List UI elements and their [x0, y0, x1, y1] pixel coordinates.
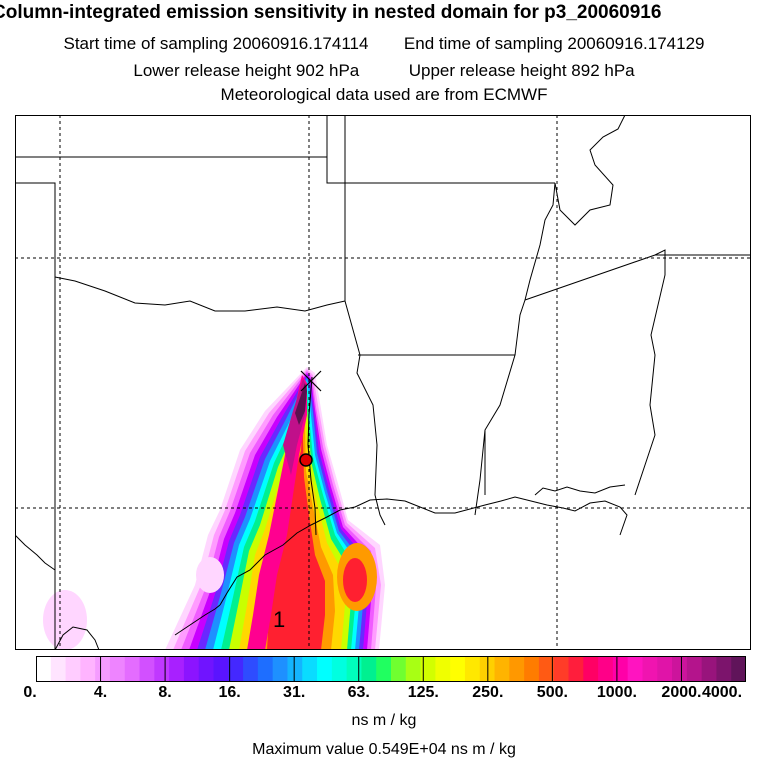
colorbar-tick-label: 63.	[347, 684, 370, 701]
lower-release-label: Lower release height 902 hPa	[133, 61, 360, 80]
colorbar-cell	[287, 656, 303, 682]
colorbar-cell	[553, 656, 570, 682]
colorbar-cell	[672, 656, 688, 682]
colorbar-cell	[124, 656, 141, 682]
graticule	[15, 115, 751, 650]
colorbar-cell	[686, 656, 703, 682]
colorbar-cell	[50, 656, 67, 682]
colorbar-cell	[391, 656, 407, 682]
colorbar-cell	[420, 656, 436, 682]
met-data-label: Meteorological data used are from ECMWF	[220, 85, 548, 104]
start-time-label: Start time of sampling 20060916.174114	[63, 34, 369, 53]
colorbar-tick-label: 250.	[472, 684, 504, 701]
colorbar-cell	[317, 656, 333, 682]
colorbar-cell	[154, 656, 170, 682]
colorbar-cell	[198, 656, 215, 682]
colorbar-tick-label: 4000.	[701, 684, 743, 701]
colorbar-tick-label: 0.	[23, 684, 37, 701]
colorbar-cell	[627, 656, 644, 682]
colorbar-cell	[361, 656, 377, 682]
colorbar-cell	[213, 656, 229, 682]
colorbar-tick-label: 1000.	[596, 684, 637, 701]
colorbar-cell	[169, 656, 185, 682]
colorbar-cell	[716, 656, 732, 682]
colorbar-cell	[80, 656, 96, 682]
emission-plume	[43, 367, 385, 650]
upper-release-label: Upper release height 892 hPa	[408, 61, 635, 80]
colorbar-cell	[509, 656, 525, 682]
sensitivity-map: 1	[15, 115, 751, 650]
colorbar	[36, 656, 746, 682]
colorbar-cell	[538, 656, 555, 682]
colorbar-cell	[109, 656, 126, 682]
colorbar-tick-label: 16.	[218, 684, 241, 701]
sampling-times-line: Start time of sampling 20060916.174114 E…	[0, 34, 768, 54]
colorbar-tick-label: 2000.	[661, 684, 702, 701]
release-point-marker	[300, 370, 322, 392]
colorbar-tick-label: 31.	[283, 684, 306, 701]
plume-cluster-label: 1	[273, 607, 285, 632]
colorbar-tick-label: 4.	[93, 684, 108, 701]
colorbar-cell	[346, 656, 363, 682]
colorbar-cell	[95, 656, 111, 682]
colorbar-cell	[376, 656, 392, 682]
colorbar-cell	[228, 656, 244, 682]
colorbar-tick-label: 125.	[407, 684, 439, 701]
colorbar-cell	[657, 656, 673, 682]
receptor-marker	[299, 453, 313, 467]
colorbar-cell	[302, 656, 318, 682]
colorbar-cell	[183, 656, 200, 682]
colorbar-cell	[598, 656, 614, 682]
colorbar-cell	[450, 656, 466, 682]
colorbar-cell	[36, 656, 52, 682]
colorbar-units: ns m / kg	[351, 712, 417, 729]
colorbar-cell	[568, 656, 584, 682]
colorbar-cell	[642, 656, 658, 682]
end-time-label: End time of sampling 20060916.174129	[403, 34, 705, 53]
colorbar-cell	[494, 656, 510, 682]
colorbar-cell	[243, 656, 259, 682]
figure-title: Column-integrated emission sensitivity i…	[0, 2, 662, 23]
colorbar-cell	[435, 656, 451, 682]
colorbar-cell	[464, 656, 481, 682]
colorbar-cell	[701, 656, 718, 682]
colorbar-cell	[139, 656, 155, 682]
maximum-value-label: Maximum value 0.549E+04 ns m / kg	[252, 741, 516, 758]
colorbar-cell	[524, 656, 540, 682]
colorbar-cell	[405, 656, 422, 682]
colorbar-cell	[65, 656, 81, 682]
colorbar-cell	[272, 656, 289, 682]
release-heights-line: Lower release height 902 hPa Upper relea…	[0, 61, 768, 81]
colorbar-cell	[731, 656, 746, 682]
colorbar-cell	[612, 656, 629, 682]
colorbar-tick-label: 500.	[536, 684, 568, 701]
colorbar-cell	[331, 656, 348, 682]
colorbar-cell	[583, 656, 599, 682]
colorbar-tick-label: 8.	[158, 684, 172, 701]
colorbar-cell	[257, 656, 274, 682]
